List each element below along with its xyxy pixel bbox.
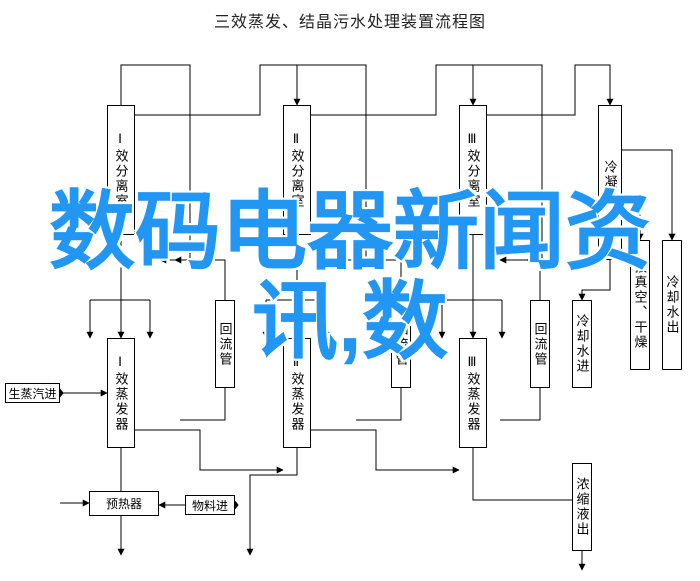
box-evap3: Ⅲ效蒸发器 <box>459 338 487 448</box>
box-steam-in: 生蒸汽进 <box>5 383 60 403</box>
box-concentrate: 浓缩液出 <box>572 463 592 551</box>
box-vacuum: 接真空、干燥 <box>630 240 650 370</box>
box-evap1: Ⅰ效蒸发器 <box>107 338 135 448</box>
box-cooling-out: 冷却水出 <box>662 240 682 370</box>
box-sep1: Ⅰ效分离室 <box>107 105 135 235</box>
box-reflux3: 回流管 <box>530 300 550 388</box>
box-reflux2: 回流管 <box>391 300 411 388</box>
box-condenser: 冷凝器 <box>598 105 622 260</box>
box-cooling-in: 冷却水进 <box>572 300 592 388</box>
box-reflux1: 回流管 <box>215 300 235 388</box>
box-evap2: Ⅱ效蒸发器 <box>283 338 311 448</box>
box-feed-in: 物料进 <box>185 495 235 515</box>
box-preheater: 预热器 <box>89 491 159 516</box>
box-sep3: Ⅲ效分离室 <box>459 105 487 235</box>
box-sep2: Ⅱ效分离室 <box>283 105 311 235</box>
